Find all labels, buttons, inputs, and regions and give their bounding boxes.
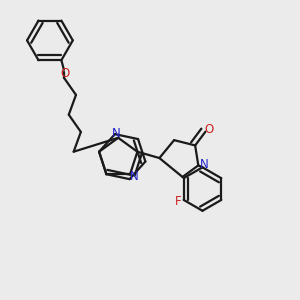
Text: F: F	[175, 195, 181, 208]
Text: N: N	[130, 170, 138, 183]
Text: N: N	[200, 158, 208, 171]
Text: N: N	[112, 127, 121, 140]
Text: O: O	[61, 67, 70, 80]
Text: O: O	[205, 123, 214, 136]
